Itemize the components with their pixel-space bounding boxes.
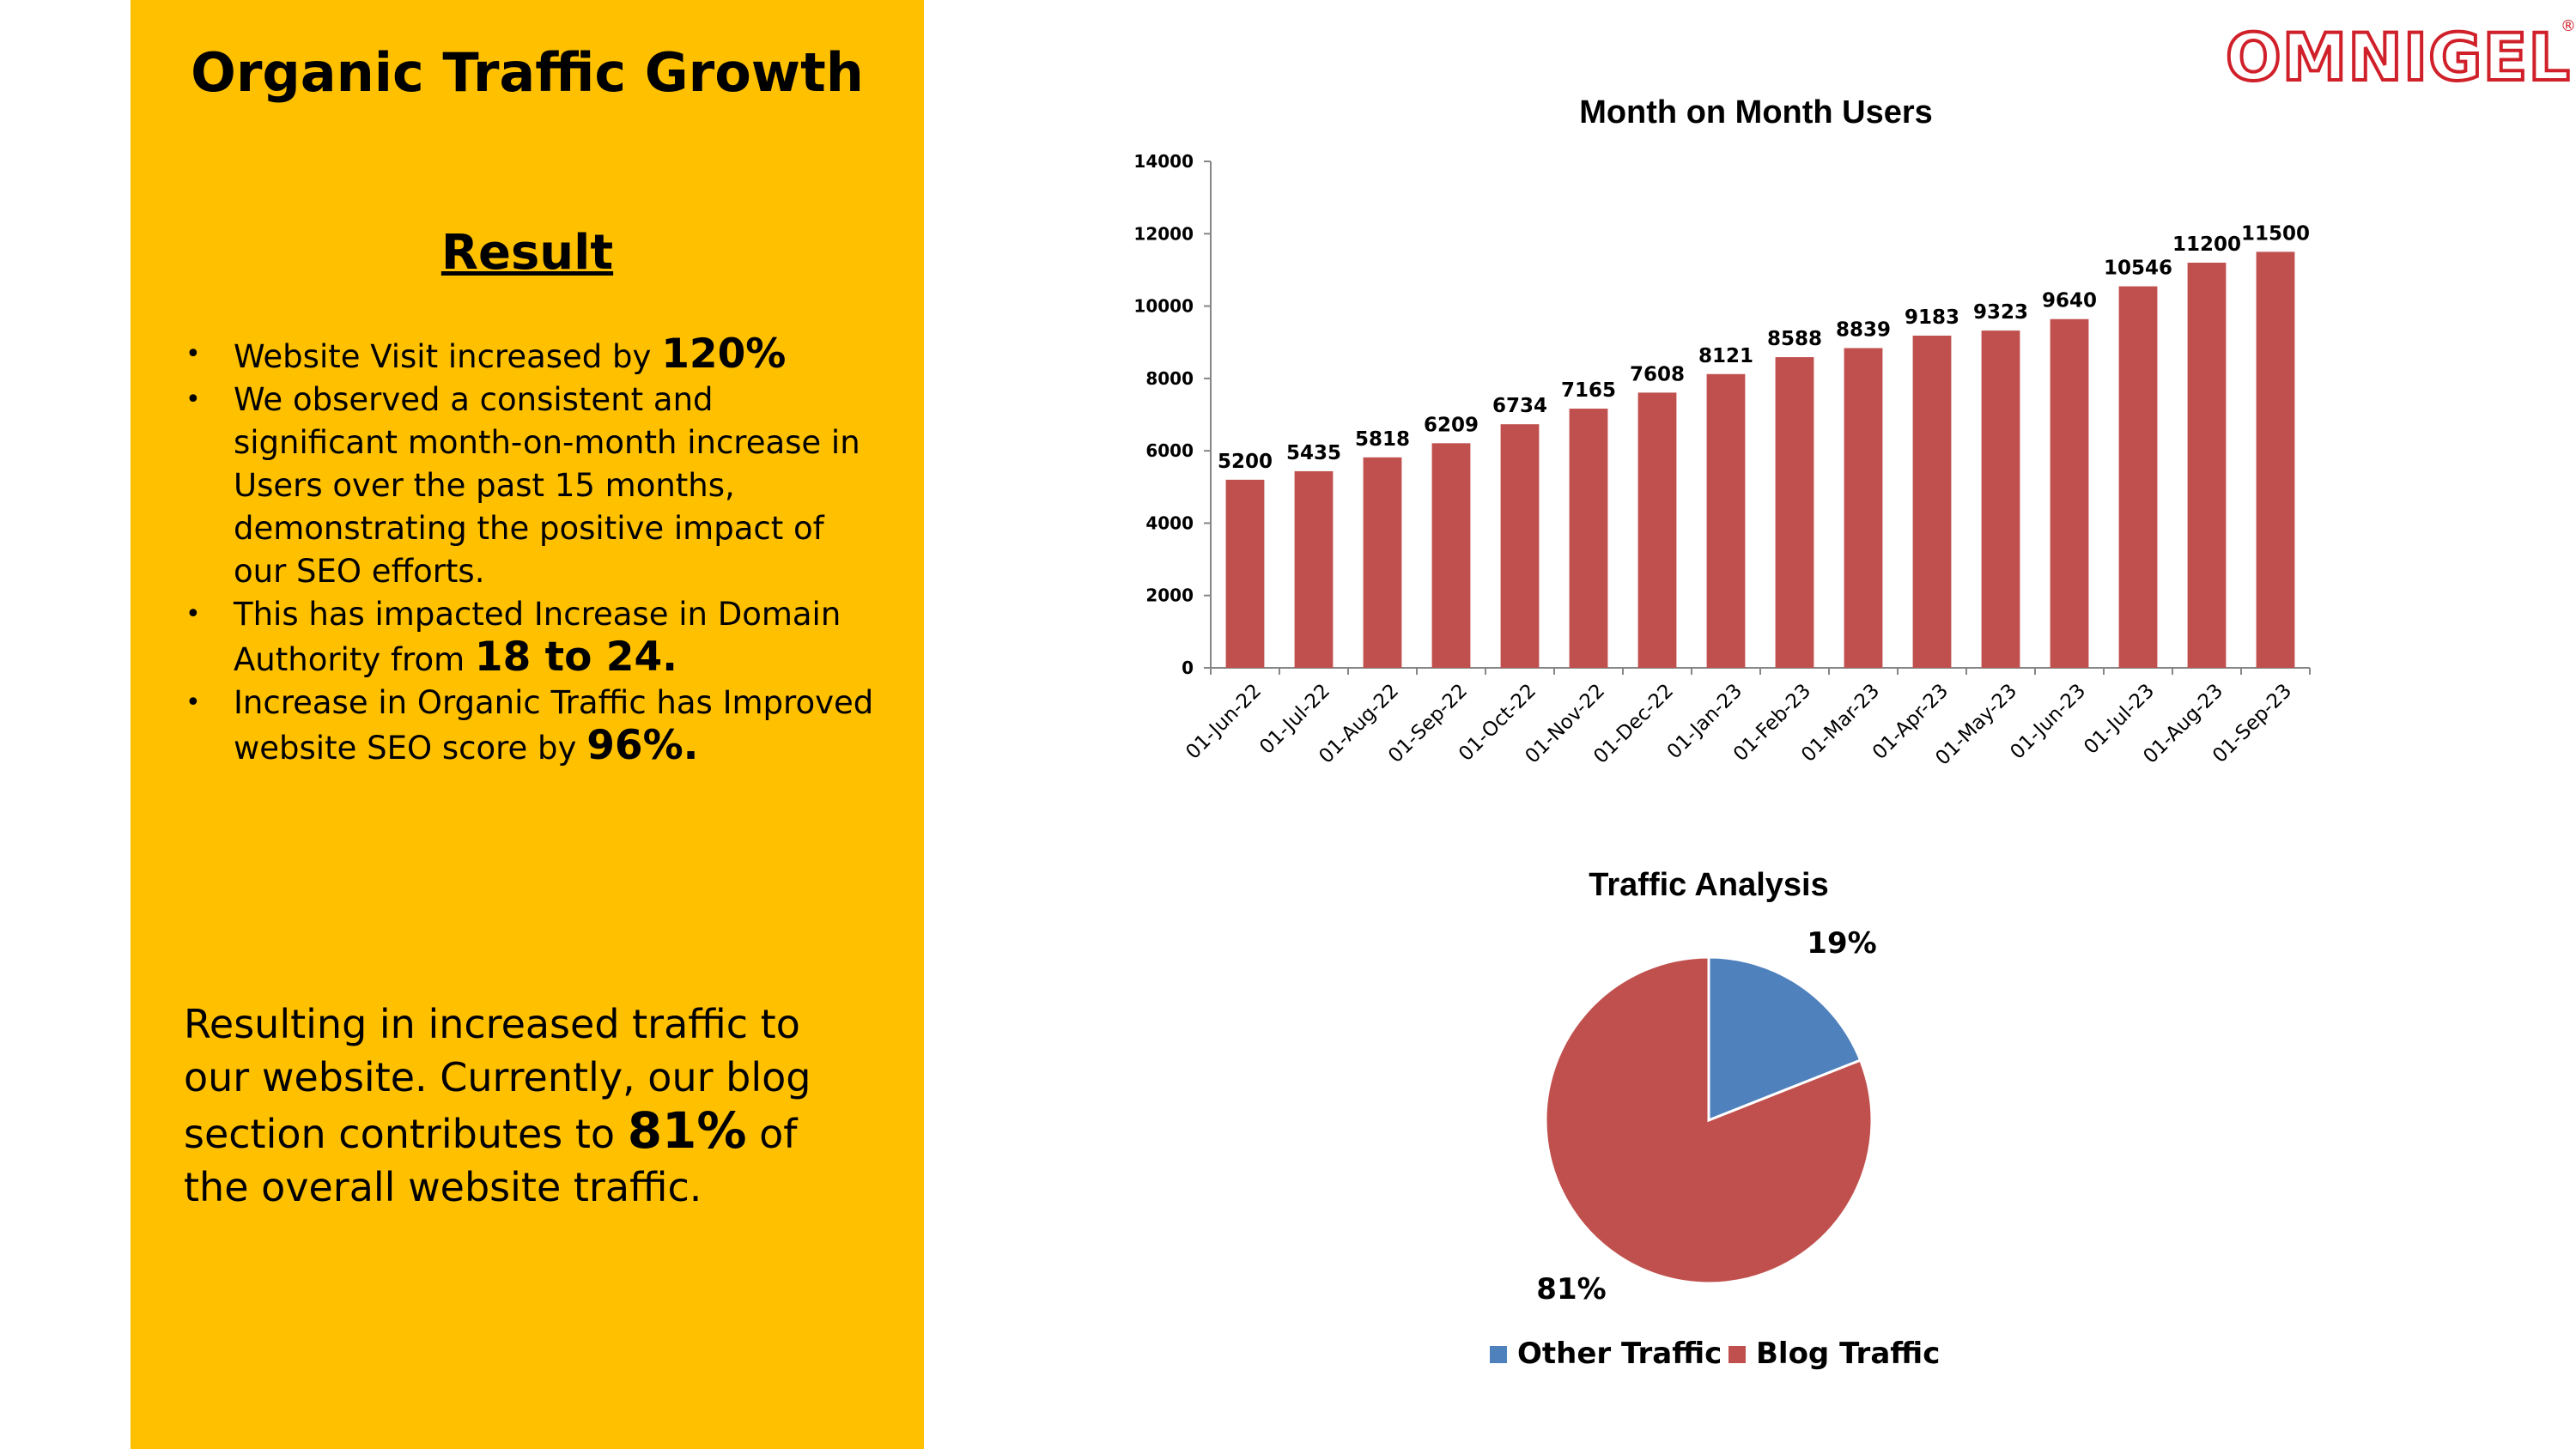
bar (1912, 336, 1952, 668)
y-tick-label: 2000 (1145, 585, 1194, 606)
result-bullets: • Website Visit increased by 120% • We obs… (180, 333, 884, 770)
legend-label: Other Traffic (1517, 1337, 1722, 1371)
legend-swatch (1728, 1346, 1746, 1363)
data-label: 6209 (1424, 414, 1479, 436)
data-label: 5435 (1286, 442, 1341, 464)
legend-label: Blog Traffic (1756, 1337, 1940, 1371)
y-tick-label: 4000 (1145, 512, 1194, 533)
summary-before: Resulting in increased traffic to our we… (184, 1001, 811, 1157)
data-label: 6734 (1492, 395, 1547, 417)
bullet-highlight: 120% (661, 330, 787, 378)
summary-text: Resulting in increased traffic to our we… (184, 997, 871, 1214)
pie-chart: 19% 81% Other Traffic Blog Traffic (1490, 926, 1940, 1371)
data-label: 5200 (1218, 451, 1273, 473)
slice-label: 81% (1536, 1272, 1606, 1307)
data-label: 8588 (1767, 328, 1822, 350)
summary-after: of the overall website traffic. (184, 1111, 798, 1210)
y-tick-label: 14000 (1133, 151, 1194, 172)
bar (2050, 318, 2089, 668)
bullet-highlight: 18 to 24. (474, 634, 678, 681)
bar (1363, 457, 1402, 668)
y-tick-label: 6000 (1145, 440, 1194, 461)
bar (1775, 357, 1814, 668)
registered-mark: ® (2561, 17, 2576, 35)
bar (2187, 263, 2227, 668)
bullet-dot: • (185, 339, 201, 369)
legend-swatch (1490, 1346, 1507, 1363)
y-tick-label: 12000 (1133, 223, 1194, 244)
bar (1431, 443, 1471, 668)
bar (2256, 252, 2295, 668)
bullet-item: • We observed a consistent and significan… (180, 379, 884, 593)
bullet-dot: • (185, 599, 201, 629)
data-label: 7165 (1561, 379, 1616, 402)
pie-slice (1544, 955, 1874, 1285)
left-panel: Organic Traffic Growth Result • Website V… (131, 0, 924, 1449)
bar (1637, 392, 1677, 668)
omnigel-logo: OMNIGEL (2224, 17, 2572, 97)
bullet-highlight: 96%. (586, 722, 699, 769)
y-tick-label: 0 (1182, 658, 1194, 678)
bar (1294, 470, 1334, 668)
x-tick-label: 01-Jun-22 (1182, 680, 1266, 764)
bullet-item: • Increase in Organic Traffic has Improve… (180, 682, 884, 770)
x-tick-label: 01-Jun-23 (2006, 680, 2090, 764)
y-tick-label: 8000 (1145, 368, 1194, 389)
bullet-dot: • (185, 688, 201, 718)
bullet-text: We observed a consistent and significant… (234, 381, 860, 590)
bar (1500, 424, 1540, 668)
data-label: 7608 (1630, 363, 1685, 385)
bullet-item: • Website Visit increased by 120% (180, 333, 884, 379)
bar (1981, 330, 2020, 668)
bar (2118, 286, 2158, 668)
summary-highlight: 81% (627, 1101, 747, 1160)
data-label: 9323 (1973, 301, 2028, 324)
bar-chart: 0 2000 4000 6000 8000 10000 12000 14000 5200 01-J… (1133, 151, 2311, 770)
y-tick-label: 10000 (1133, 296, 1194, 317)
bullet-text: This has impacted Increase in Domain Aut… (234, 596, 841, 678)
bar (1569, 409, 1608, 668)
bar (1844, 348, 1883, 668)
result-heading: Result (440, 225, 614, 281)
data-label: 8121 (1698, 345, 1753, 367)
bullet-text: Website Visit increased by (234, 338, 662, 375)
data-label: 10546 (2104, 258, 2172, 280)
data-label: 5818 (1355, 428, 1410, 451)
bullet-text: Increase in Organic Traffic has Improved… (234, 684, 874, 767)
panel-title: Organic Traffic Growth (191, 41, 864, 104)
bar-chart-title: Month on Month Users (1579, 94, 1933, 130)
pie-chart-title: Traffic Analysis (1589, 867, 1829, 903)
bar (1706, 373, 1746, 668)
slice-label: 19% (1807, 926, 1876, 961)
bullet-item: • This has impacted Increase in Domain Au… (180, 593, 884, 682)
data-label: 9640 (2042, 290, 2097, 312)
data-label: 11200 (2172, 233, 2241, 256)
bar (1225, 479, 1265, 668)
data-label: 11500 (2241, 222, 2310, 245)
pie-slice (1707, 955, 1862, 1123)
bullet-dot: • (185, 385, 201, 415)
data-label: 9183 (1905, 306, 1959, 329)
data-label: 8839 (1836, 318, 1891, 341)
